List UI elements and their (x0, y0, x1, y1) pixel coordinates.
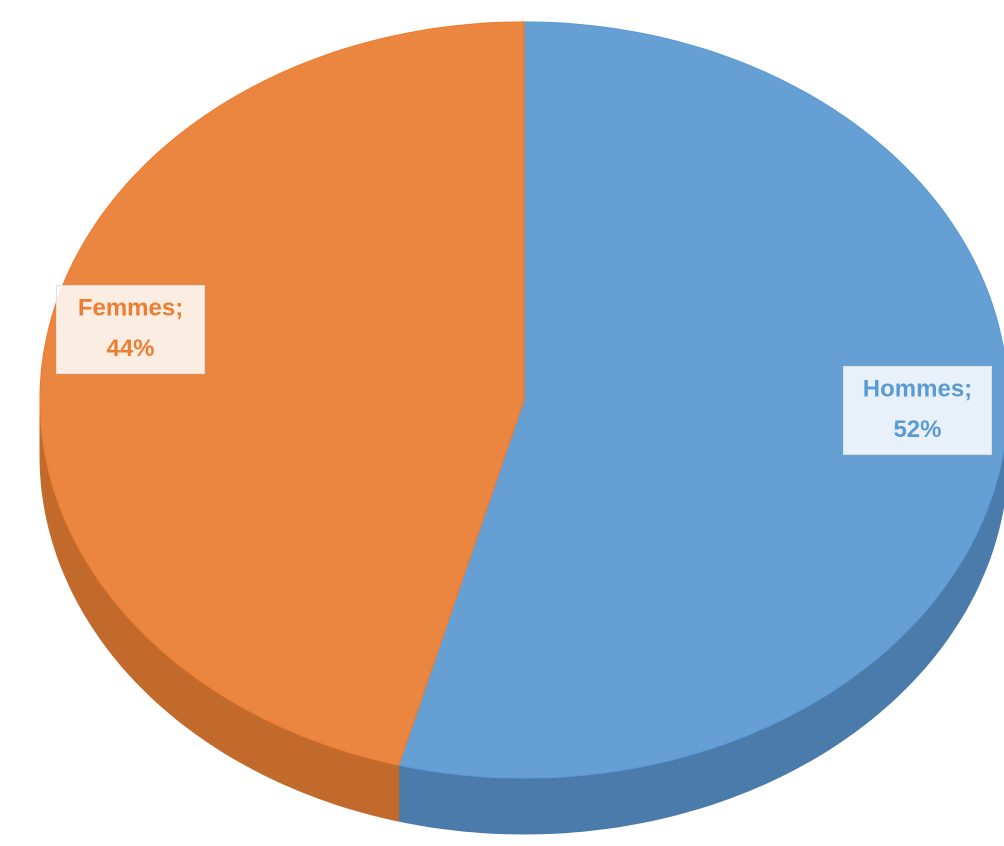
data-label: Hommes; 52% (842, 365, 992, 455)
category: Femmes (78, 295, 175, 322)
label-box (56, 285, 206, 375)
separator: ; (175, 295, 183, 322)
label-box (842, 365, 992, 455)
label-name: Hommes; (863, 376, 972, 403)
label-name: Femmes; (78, 295, 183, 322)
category: Hommes (863, 376, 964, 403)
label-value: 52% (893, 416, 941, 443)
label-value: 44% (106, 335, 154, 362)
data-label: Femmes; 44% (56, 285, 206, 375)
slice (39, 21, 525, 766)
separator: ; (964, 376, 972, 403)
